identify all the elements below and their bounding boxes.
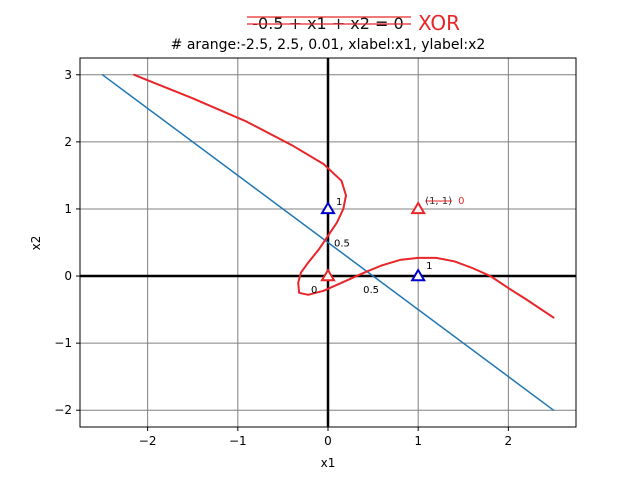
point-label: 0 bbox=[311, 285, 317, 296]
x-tick-label: 2 bbox=[505, 434, 513, 448]
y-tick-label: 0 bbox=[64, 269, 72, 283]
xor-curve bbox=[133, 73, 555, 319]
point-label: 1 bbox=[336, 197, 342, 208]
x-ticks: −2 −1 0 1 2 bbox=[139, 427, 512, 448]
chart-title: # arange:-2.5, 2.5, 0.01, xlabel:x1, yla… bbox=[171, 37, 486, 53]
points-layer: 011 (1, 1) 00.50.5 bbox=[311, 196, 464, 296]
data-point-marker bbox=[410, 200, 426, 215]
x-axis-label: x1 bbox=[321, 456, 336, 470]
y-ticks: −2 −1 0 1 2 3 bbox=[54, 68, 80, 417]
series-layer bbox=[101, 73, 555, 411]
x-tick-label: −2 bbox=[139, 434, 157, 448]
intercept-label: 0.5 bbox=[363, 285, 379, 296]
intercept-label: 0.5 bbox=[334, 239, 350, 250]
x-tick-label: 0 bbox=[324, 434, 332, 448]
data-point-marker bbox=[320, 268, 336, 282]
y-tick-label: 3 bbox=[64, 68, 72, 82]
data-point-marker bbox=[410, 268, 426, 282]
y-tick-label: −1 bbox=[54, 336, 72, 350]
y-tick-label: 1 bbox=[64, 202, 72, 216]
point-value-label: 0 bbox=[458, 196, 464, 207]
data-point-marker bbox=[320, 200, 336, 215]
y-tick-label: −2 bbox=[54, 403, 72, 417]
x-tick-label: −1 bbox=[229, 434, 247, 448]
decision-line bbox=[101, 74, 555, 411]
y-axis-label: x2 bbox=[29, 236, 43, 251]
x-tick-label: 1 bbox=[414, 434, 422, 448]
point-label: 1 bbox=[426, 261, 432, 272]
y-tick-label: 2 bbox=[64, 135, 72, 149]
xor-label: XOR bbox=[418, 11, 460, 35]
